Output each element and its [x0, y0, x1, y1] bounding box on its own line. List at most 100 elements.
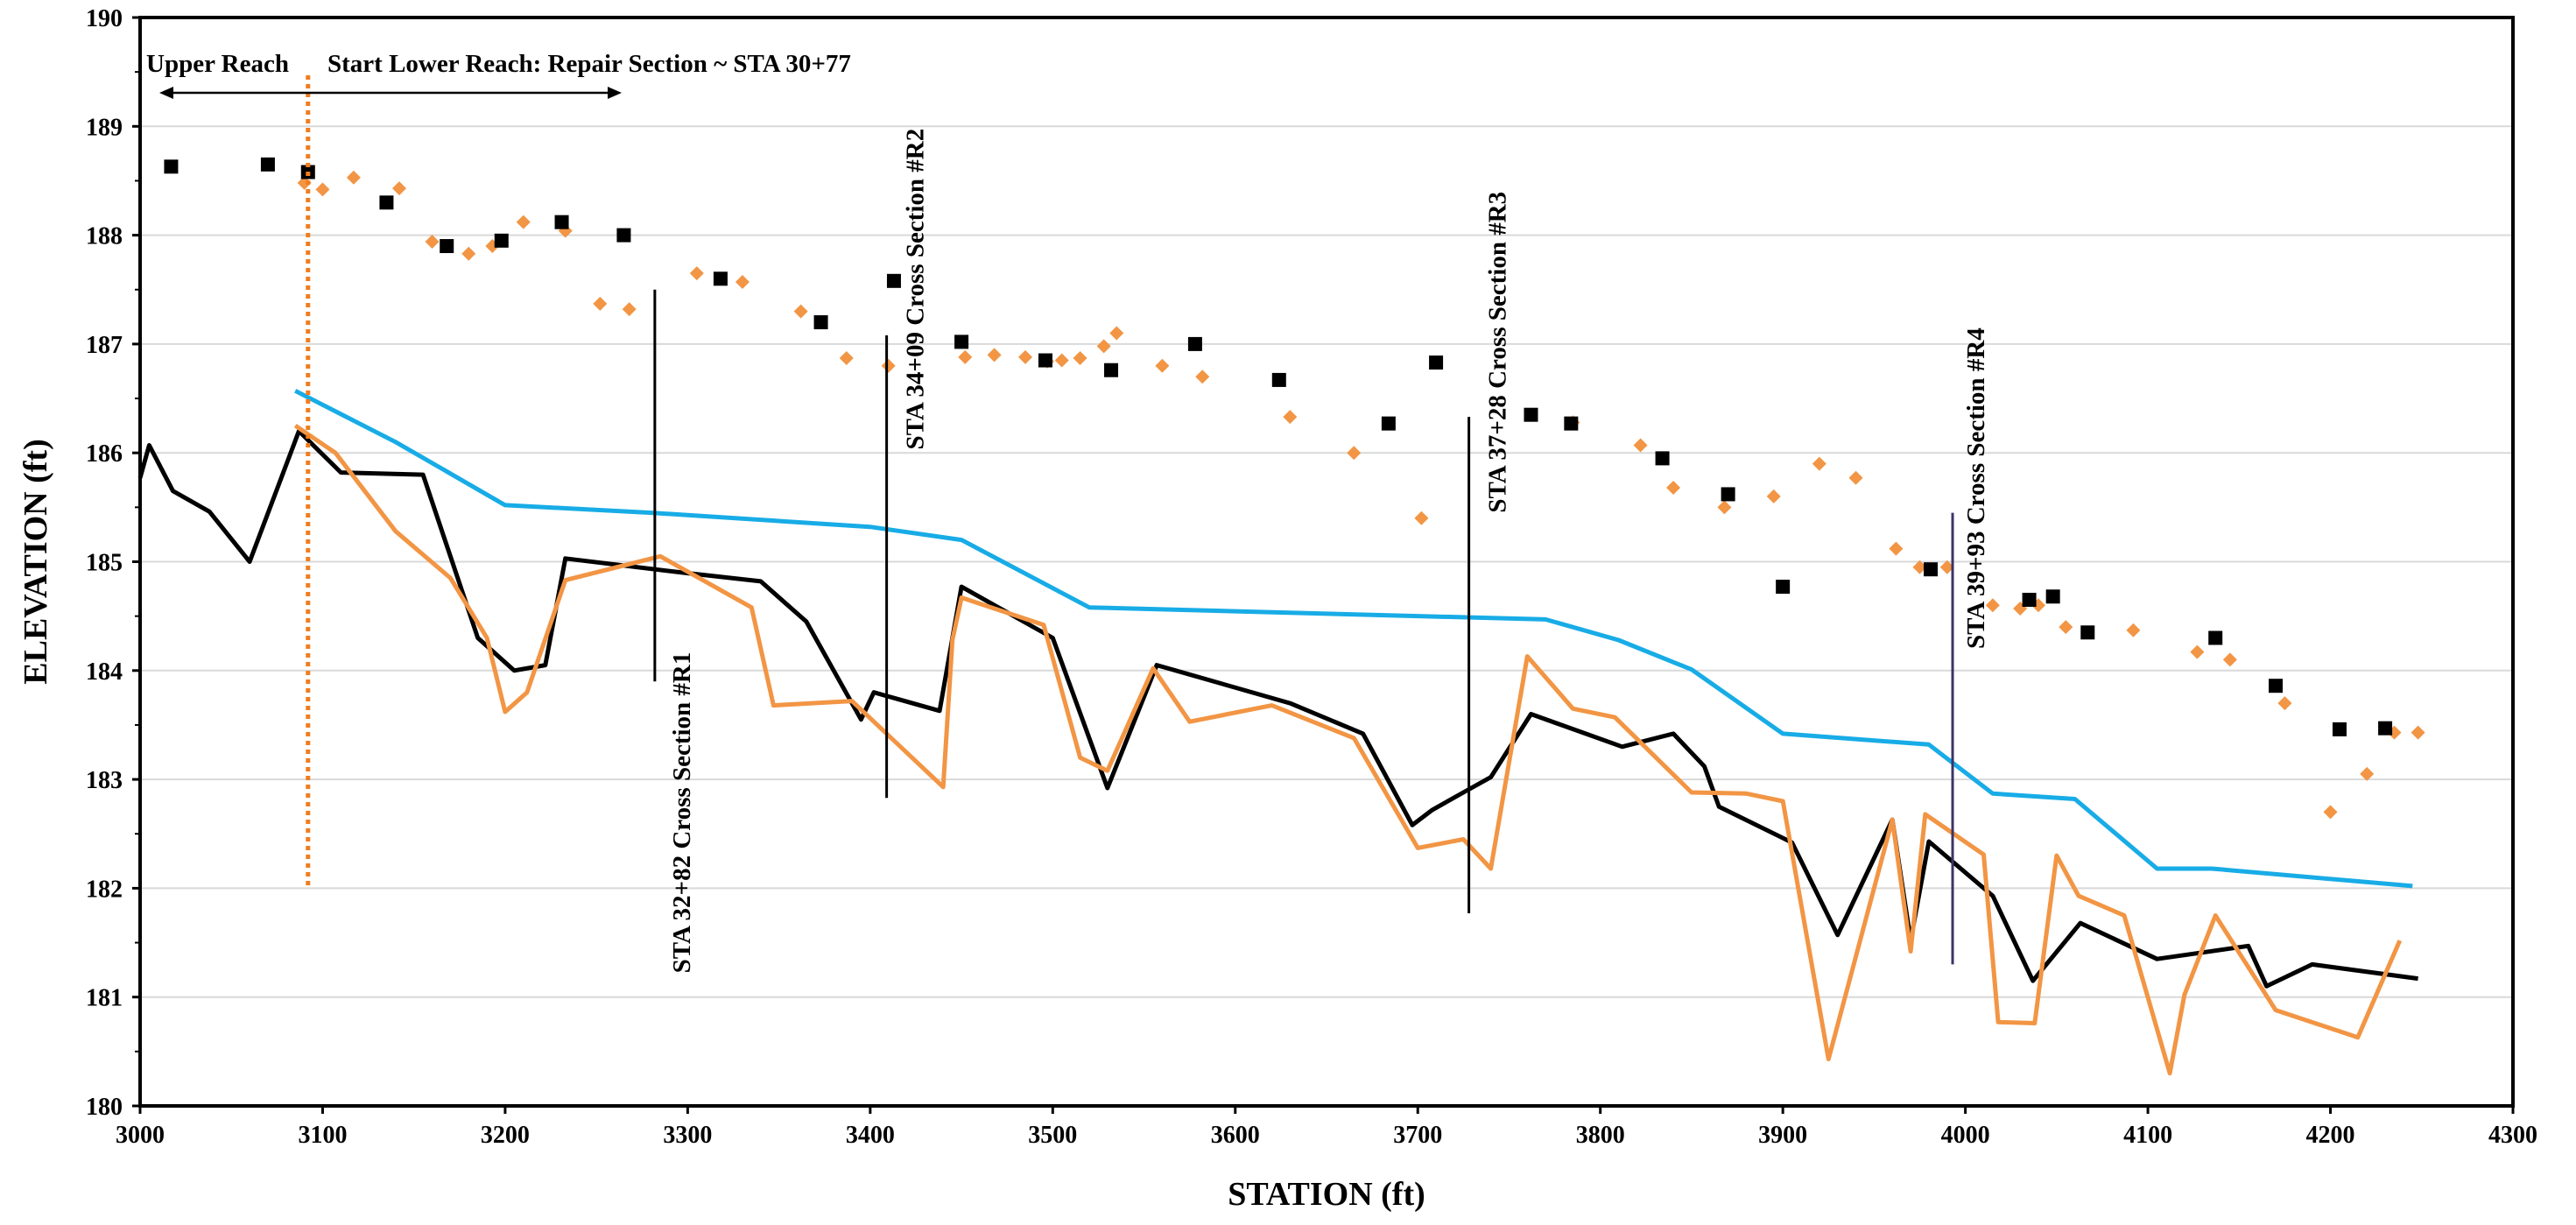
- data-series: [137, 157, 2425, 1076]
- data-point-diamond: [2059, 620, 2073, 635]
- data-point-diamond: [1939, 560, 1954, 574]
- data-point-square: [1564, 416, 1579, 431]
- series-line-2: [293, 424, 2403, 1076]
- x-axis-ticks: 3000 3100 3200 3300 3400 3500 3600 3700 3800 3900…: [116, 1106, 2537, 1149]
- y-tick-label: 181: [86, 985, 123, 1012]
- reach-arrow-right-head: [608, 87, 622, 99]
- data-point-diamond: [558, 223, 573, 238]
- data-point-square: [2045, 589, 2060, 604]
- x-tick-label: 3800: [1576, 1122, 1625, 1149]
- start-lower-reach-label: Start Lower Reach: Repair Section ~ STA …: [327, 50, 851, 78]
- cross-section-label-1: STA 32+82 Cross Section #R1: [668, 652, 696, 974]
- data-point-diamond: [1109, 326, 1124, 341]
- data-point-diamond: [958, 349, 973, 364]
- data-point-square: [440, 239, 454, 254]
- data-point-diamond: [1155, 358, 1170, 373]
- x-tick-label: 4200: [2306, 1122, 2355, 1149]
- data-point-square: [1429, 356, 1444, 370]
- data-point-diamond: [793, 304, 808, 319]
- data-point-square: [260, 157, 275, 172]
- y-tick-label: 187: [86, 332, 123, 359]
- reach-arrow-left-head: [159, 87, 173, 99]
- data-point-square: [164, 159, 179, 174]
- data-point-diamond: [516, 215, 531, 229]
- data-point-diamond: [735, 275, 750, 290]
- data-point-diamond: [839, 351, 854, 366]
- data-point-diamond: [1283, 410, 1298, 425]
- cross-section-label-3: STA 37+28 Cross Section #R3: [1484, 192, 1512, 513]
- data-point-diamond: [2222, 652, 2237, 667]
- data-point-diamond: [425, 235, 440, 250]
- x-tick-label: 3500: [1028, 1122, 1077, 1149]
- data-point-diamond: [1889, 541, 1904, 556]
- data-point-square: [1271, 372, 1286, 387]
- x-tick-label: 3700: [1393, 1122, 1442, 1149]
- upper-reach-label: Upper Reach: [146, 50, 289, 78]
- plot-frame: [138, 16, 2515, 1108]
- data-point-square: [1038, 353, 1052, 368]
- data-point-diamond: [315, 182, 330, 197]
- data-point-square: [954, 334, 969, 349]
- data-point-diamond: [881, 358, 896, 373]
- data-point-square: [2269, 679, 2283, 693]
- data-point-square: [1104, 363, 1119, 377]
- data-point-diamond: [1347, 446, 1362, 461]
- data-point-square: [1655, 451, 1670, 466]
- y-tick-label: 189: [86, 114, 123, 141]
- y-tick-label: 186: [86, 440, 123, 468]
- data-point-square: [1924, 562, 1939, 577]
- data-point-diamond: [689, 266, 704, 281]
- data-point-square: [494, 233, 509, 248]
- y-tick-label: 185: [86, 550, 123, 577]
- data-point-diamond: [2411, 725, 2425, 740]
- data-point-diamond: [1848, 470, 1863, 485]
- series-line-0: [294, 389, 2413, 889]
- x-tick-label: 3000: [116, 1122, 165, 1149]
- data-point-square: [2022, 593, 2037, 608]
- data-point-square: [1524, 407, 1538, 422]
- data-point-diamond: [1073, 351, 1087, 366]
- y-tick-label: 183: [86, 767, 123, 794]
- y-tick-label: 190: [86, 5, 123, 32]
- x-tick-label: 3300: [663, 1122, 712, 1149]
- data-point-diamond: [2277, 696, 2292, 711]
- data-point-diamond: [1666, 480, 1681, 495]
- data-point-square: [1721, 487, 1735, 502]
- data-point-diamond: [622, 302, 637, 317]
- data-point-square: [713, 271, 728, 286]
- data-point-square: [2080, 625, 2095, 640]
- data-point-diamond: [1912, 560, 1927, 574]
- y-tick-label: 182: [86, 876, 123, 903]
- data-point-diamond: [1054, 353, 1069, 368]
- data-point-square: [1381, 416, 1396, 431]
- data-point-diamond: [461, 246, 476, 261]
- x-tick-label: 3600: [1211, 1122, 1260, 1149]
- data-point-square: [2378, 721, 2393, 736]
- data-point-square: [886, 273, 901, 288]
- data-point-square: [1776, 580, 1791, 595]
- data-point-diamond: [1018, 349, 1033, 364]
- x-tick-label: 3100: [298, 1122, 347, 1149]
- data-point-diamond: [346, 170, 361, 185]
- data-point-diamond: [1985, 598, 2000, 613]
- series-line-1: [137, 428, 2418, 989]
- data-point-diamond: [1717, 500, 1732, 515]
- x-tick-label: 3200: [481, 1122, 530, 1149]
- data-point-diamond: [297, 175, 312, 190]
- y-tick-label: 184: [86, 658, 123, 686]
- data-point-diamond: [1414, 510, 1429, 525]
- data-point-diamond: [1812, 456, 1826, 471]
- cross-section-label-4: STA 39+93 Cross Section #R4: [1962, 327, 1990, 649]
- data-point-square: [2208, 630, 2223, 645]
- y-tick-label: 180: [86, 1094, 123, 1121]
- x-tick-label: 3900: [1758, 1122, 1807, 1149]
- data-point-square: [616, 228, 631, 243]
- data-point-diamond: [1096, 339, 1111, 354]
- x-tick-label: 3400: [846, 1122, 895, 1149]
- x-tick-label: 4100: [2123, 1122, 2172, 1149]
- data-point-diamond: [2190, 644, 2205, 659]
- data-point-diamond: [392, 181, 407, 196]
- data-point-square: [813, 315, 828, 330]
